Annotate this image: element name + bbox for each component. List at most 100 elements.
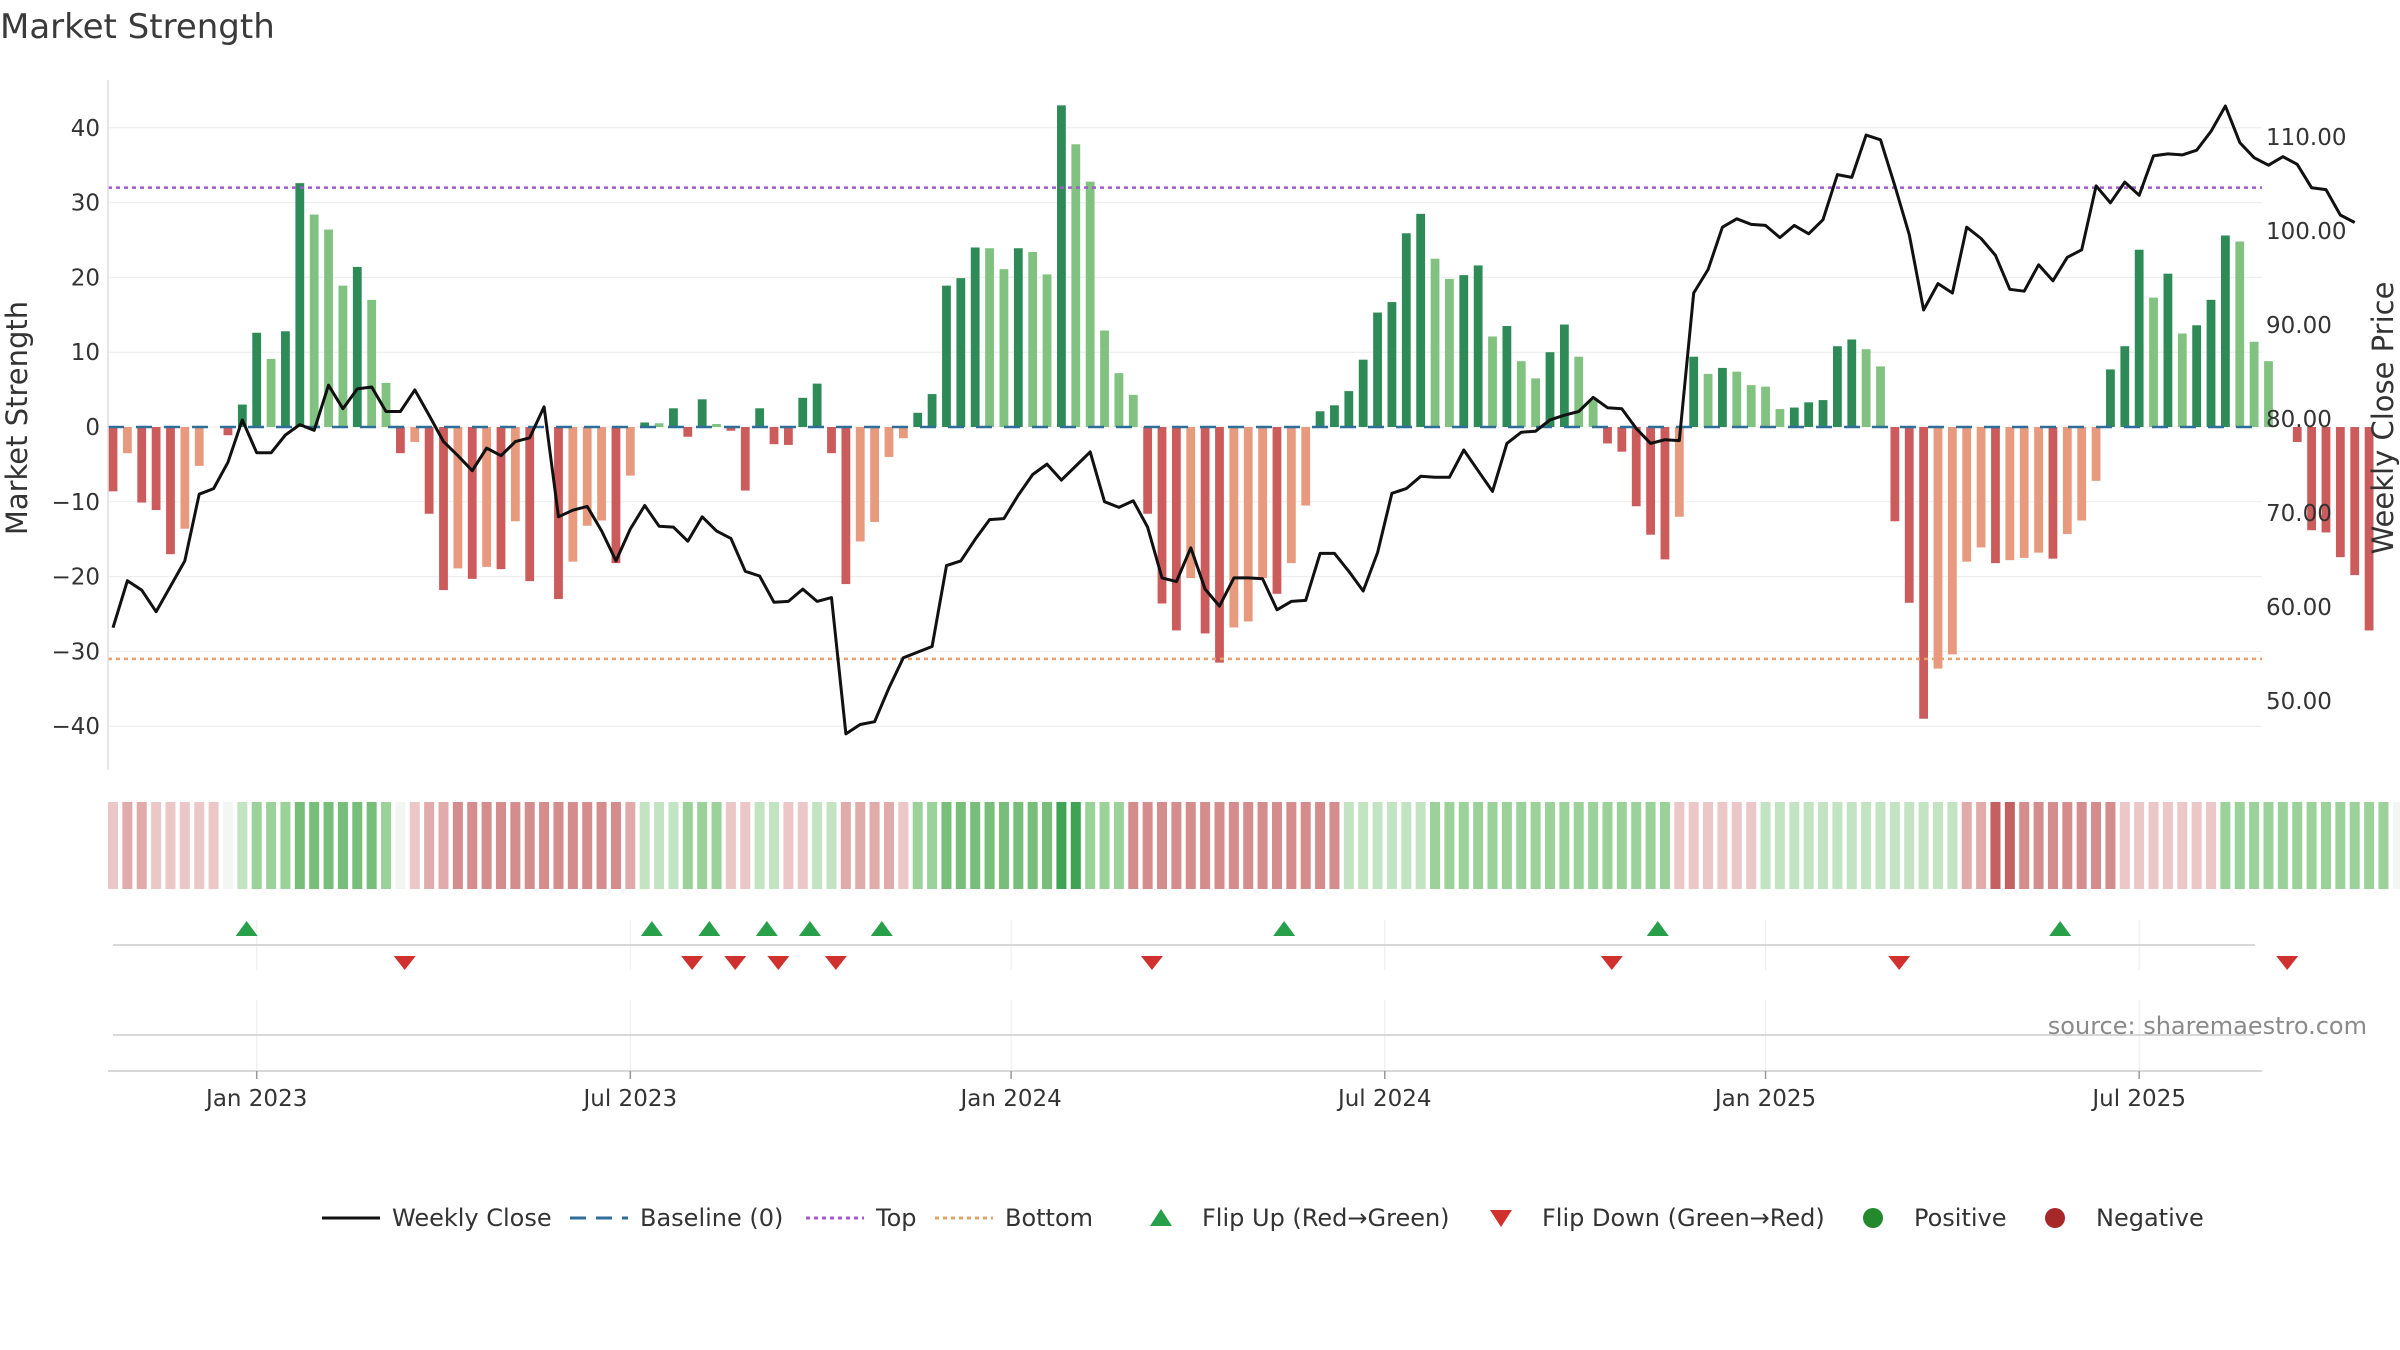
flip-markers	[113, 920, 2299, 1070]
regime-cell	[1703, 802, 1714, 889]
y-tick-label: 20	[71, 265, 100, 291]
positive-bar	[2220, 235, 2230, 427]
regime-cell	[1013, 802, 1024, 889]
positive-bar	[1847, 339, 1857, 427]
positive-bar	[1545, 352, 1555, 427]
y2-tick-label: 70.00	[2266, 501, 2332, 527]
flip-up-marker	[1646, 921, 1669, 936]
y-tick-label: 30	[71, 191, 100, 217]
axes: 40 30 20 10 0 −10 −20 −30 −40 110.00 100.00 90.00 80…	[51, 80, 2346, 1112]
legend-label: Baseline (0)	[640, 1204, 783, 1232]
regime-cell	[2364, 802, 2375, 889]
legend-label: Top	[875, 1204, 917, 1232]
positive-bar	[324, 229, 333, 427]
regime-cell	[1358, 802, 1369, 889]
regime-cell	[179, 802, 190, 889]
regime-cell	[1113, 802, 1124, 889]
negative-bar	[1258, 427, 1267, 579]
regime-cell	[1631, 802, 1642, 889]
positive-bar	[352, 266, 362, 427]
y2-tick-label: 50.00	[2266, 689, 2332, 715]
regime-cell	[1444, 802, 1455, 889]
positive-bar	[1689, 356, 1699, 427]
regime-cell	[1042, 802, 1053, 889]
positive-bar	[1042, 274, 1052, 427]
flip-up-marker	[755, 921, 778, 936]
regime-cell	[1300, 802, 1311, 889]
positive-bar	[2149, 297, 2158, 427]
flip-up-marker	[798, 921, 821, 936]
positive-bar	[697, 399, 707, 427]
regime-cell	[783, 802, 794, 889]
regime-cell	[582, 802, 593, 889]
negative-bar	[1890, 427, 1900, 522]
y-tick-label: −20	[51, 565, 100, 591]
negative-bar	[870, 427, 880, 522]
positive-bar	[2177, 333, 2187, 427]
x-tick-label: Jan 2024	[958, 1086, 1061, 1112]
regime-cell	[1056, 802, 1067, 889]
negative-bar	[482, 427, 492, 567]
regime-cell	[251, 802, 262, 889]
regime-cell	[2105, 802, 2116, 889]
regime-cell	[2076, 802, 2087, 889]
regime-cell	[668, 802, 679, 889]
regime-cell	[1846, 802, 1857, 889]
regime-cell	[1386, 802, 1397, 889]
positive-bar	[1430, 258, 1440, 427]
positive-bar	[1861, 349, 1871, 427]
regime-cell	[2234, 802, 2245, 889]
negative-bar	[2321, 427, 2331, 533]
negative-bar	[597, 427, 606, 521]
legend-label: Bottom	[1005, 1204, 1093, 1232]
regime-cell	[438, 802, 449, 889]
regime-cell	[740, 802, 751, 889]
regime-cell	[1918, 802, 1929, 889]
regime-cell	[1688, 802, 1699, 889]
positive-bar	[1718, 367, 1727, 427]
regime-cell	[898, 802, 909, 889]
negative-bar	[783, 427, 793, 445]
negative-bar	[1171, 427, 1181, 631]
positive-bar	[1085, 181, 1095, 427]
regime-cell	[2062, 802, 2073, 889]
regime-cell	[309, 802, 320, 889]
positive-bar	[1114, 373, 1124, 427]
positive-bar	[367, 299, 377, 427]
x-tick-label: Jul 2025	[2090, 1086, 2186, 1112]
positive-bar	[1833, 346, 1842, 427]
y2-tick-label: 100.00	[2266, 219, 2346, 245]
positive-bar	[1876, 366, 1885, 427]
negative-bar	[1991, 427, 2000, 564]
regime-cell	[1401, 802, 1412, 889]
regime-cell	[1286, 802, 1297, 889]
regime-cell	[2249, 802, 2260, 889]
regime-cell	[151, 802, 162, 889]
y2-tick-label: 90.00	[2266, 313, 2332, 339]
regime-cell	[1315, 802, 1326, 889]
negative-bar	[424, 427, 434, 514]
regime-cell	[984, 802, 995, 889]
regime-cell	[1458, 802, 1469, 889]
regime-cell	[2206, 802, 2217, 889]
positive-bar	[1732, 371, 1742, 427]
regime-cell	[1573, 802, 1584, 889]
negative-bar	[1272, 427, 1282, 594]
negative-bar	[884, 427, 894, 457]
negative-bar	[1617, 427, 1627, 452]
x-tick-label: Jul 2024	[1336, 1086, 1432, 1112]
regime-cell	[395, 802, 406, 889]
regime-cell	[1214, 802, 1225, 889]
flip-down-marker	[724, 956, 747, 970]
regime-cell	[280, 802, 291, 889]
negative-bar	[1674, 427, 1684, 517]
positive-bar	[712, 424, 721, 427]
regime-cell	[1976, 802, 1987, 889]
flip-up-marker	[235, 921, 258, 936]
positive-bar	[1373, 312, 1382, 427]
x-tick-label: Jan 2023	[204, 1086, 307, 1112]
negative-bar	[108, 427, 118, 492]
regime-cell	[2191, 802, 2202, 889]
regime-cell	[108, 802, 118, 889]
flip-up-marker	[870, 921, 893, 936]
